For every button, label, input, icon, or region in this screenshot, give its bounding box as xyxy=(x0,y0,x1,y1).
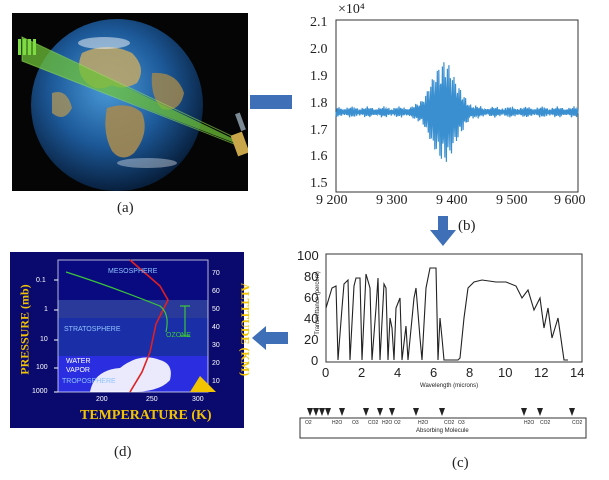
d-ptick-2: 10 xyxy=(40,336,48,343)
molecule-label: H2O xyxy=(332,420,343,426)
molecule-arrows xyxy=(307,408,575,416)
c-ylabel: Transmittance (percent) xyxy=(315,271,321,335)
d-water-2: VAPOR xyxy=(66,367,90,374)
b-ytick-20: 2.0 xyxy=(310,42,328,57)
b-ytick-17: 1.7 xyxy=(310,123,328,138)
c-molecules-label: Absorbing Molecule xyxy=(416,428,469,434)
b-ytick-19: 1.9 xyxy=(310,69,328,84)
b-xtick-9600: 9 600 xyxy=(554,193,586,208)
b-ytick-16: 1.6 xyxy=(310,149,328,164)
b-xtick-9500: 9 500 xyxy=(496,193,528,208)
molecule-label: CO2 xyxy=(572,420,583,426)
d-altitude-label: ALTITUDE (KM) xyxy=(238,282,253,377)
d-atick-20: 20 xyxy=(212,360,220,367)
c-ytick-60: 60 xyxy=(304,290,319,305)
arrow-a-to-b xyxy=(250,95,292,109)
c-ytick-80: 80 xyxy=(304,269,319,284)
molecule-label: CO2 xyxy=(540,420,551,426)
panel-a xyxy=(12,13,250,191)
d-atick-50: 50 xyxy=(212,306,220,313)
b-exponent-label: ×10⁴ xyxy=(338,2,365,17)
c-xlabel: Wavelength (microns) xyxy=(420,383,479,389)
d-ptick-0: 0.1 xyxy=(36,277,46,284)
caption-a: (a) xyxy=(117,200,134,216)
b-ytick-21: 2.1 xyxy=(310,15,328,30)
mountain-shape xyxy=(190,376,216,392)
molecule-label: H2O xyxy=(418,420,429,426)
b-ytick-15: 1.5 xyxy=(310,176,328,191)
caption-b: (b) xyxy=(458,218,476,234)
c-xtick-6: 6 xyxy=(430,365,438,380)
d-atick-60: 60 xyxy=(212,288,220,295)
d-ptick-3: 100 xyxy=(36,364,48,371)
c-xtick-10: 10 xyxy=(498,365,513,380)
d-atick-10: 10 xyxy=(212,378,220,385)
c-ytick-20: 20 xyxy=(304,332,319,347)
absorbing-molecule-bar xyxy=(299,417,587,439)
d-mesosphere: MESOSPHERE xyxy=(108,268,158,275)
d-atick-70: 70 xyxy=(212,270,220,277)
source-stripes xyxy=(18,39,36,55)
c-xtick-8: 8 xyxy=(466,365,474,380)
d-ptick-1: 1 xyxy=(44,306,48,313)
d-troposphere: TROPOSPHERE xyxy=(62,378,116,385)
c-ytick-0: 0 xyxy=(311,353,319,368)
caption-c: (c) xyxy=(452,455,469,471)
temperature-curve xyxy=(129,259,169,393)
c-xtick-14: 14 xyxy=(570,365,585,380)
transmittance-curve xyxy=(325,267,568,361)
molecule-label: CO2 xyxy=(444,420,455,426)
molecule-label: O2 xyxy=(394,420,401,426)
molecule-label: O3 xyxy=(458,420,465,426)
panel-c xyxy=(296,248,596,448)
arrow-b-to-c xyxy=(430,216,456,246)
d-ozone: OZONE xyxy=(166,332,191,339)
b-xtick-9400: 9 400 xyxy=(436,193,468,208)
c-xtick-12: 12 xyxy=(534,365,549,380)
c-ytick-100: 100 xyxy=(297,248,319,263)
d-ptick-4: 1000 xyxy=(32,388,48,395)
d-ttick-200: 200 xyxy=(96,396,108,403)
d-ttick-250: 250 xyxy=(146,396,158,403)
c-molecule-labels: O2 H2O O3 CO2 H2O O2 H2O CO2 O3 H2O CO2 … xyxy=(302,420,588,428)
arrow-c-to-d xyxy=(252,326,288,350)
earth-satellite-image xyxy=(12,13,250,191)
d-temperature-label: TEMPERATURE (K) xyxy=(80,408,212,423)
water-vapor-region xyxy=(90,357,171,392)
b-xtick-9300: 9 300 xyxy=(376,193,408,208)
d-stratosphere: STRATOSPHERE xyxy=(64,326,121,333)
satellite-icon xyxy=(230,112,250,157)
d-atick-40: 40 xyxy=(212,324,220,331)
molecule-label: CO2 xyxy=(368,420,379,426)
ozone-curve xyxy=(65,271,168,333)
d-pressure-label: PRESSURE (mb) xyxy=(17,284,32,375)
molecule-label: H2O xyxy=(524,420,535,426)
b-ytick-18: 1.8 xyxy=(310,96,328,111)
panel-b-chart xyxy=(296,10,596,220)
sensor-beam xyxy=(22,37,240,145)
molecule-label: O3 xyxy=(352,420,359,426)
signal-line xyxy=(335,62,579,162)
molecule-label: O2 xyxy=(305,420,312,426)
d-atick-30: 30 xyxy=(212,342,220,349)
c-xtick-2: 2 xyxy=(358,365,366,380)
b-xtick-9200: 9 200 xyxy=(316,193,348,208)
caption-d: (d) xyxy=(114,444,132,460)
c-ytick-40: 40 xyxy=(304,311,319,326)
c-xtick-4: 4 xyxy=(394,365,402,380)
panel-d xyxy=(10,252,244,428)
molecule-label: H2O xyxy=(382,420,393,426)
d-water-1: WATER xyxy=(66,358,91,365)
d-ttick-300: 300 xyxy=(192,396,204,403)
c-xtick-0: 0 xyxy=(322,365,330,380)
